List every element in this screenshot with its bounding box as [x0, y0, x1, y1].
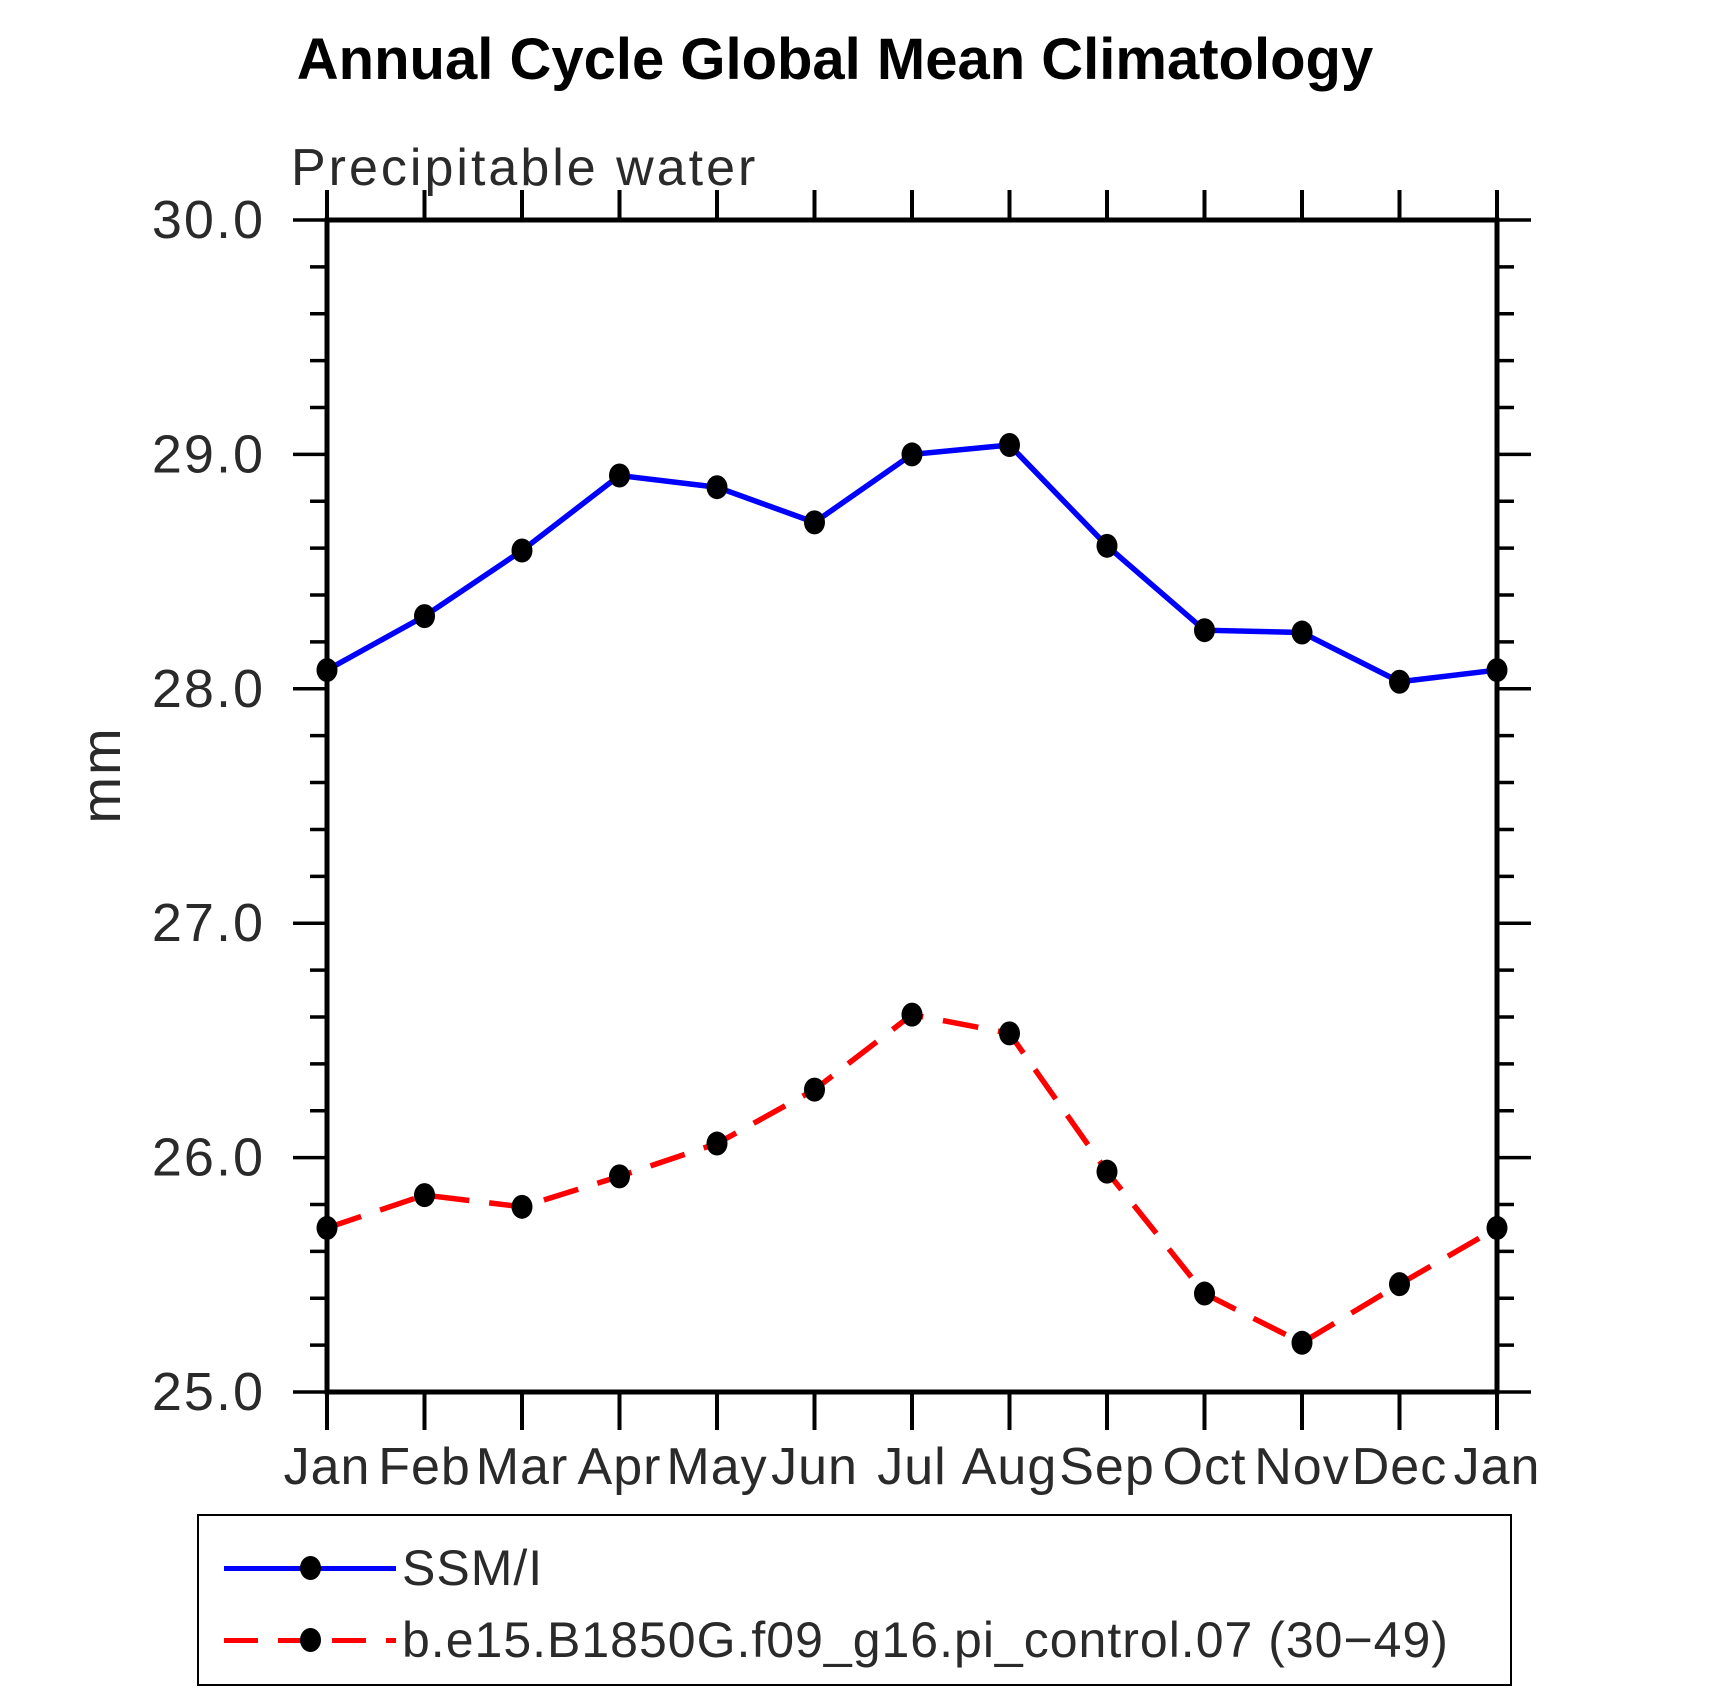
x-tick-label: Apr — [578, 1438, 662, 1496]
data-point-marker — [1389, 1272, 1410, 1297]
data-point-marker — [1486, 1215, 1508, 1240]
data-point-marker — [1389, 669, 1410, 694]
data-point-marker — [1096, 1159, 1118, 1184]
data-point-marker — [804, 510, 825, 535]
x-tick-label: Dec — [1352, 1438, 1447, 1496]
legend-row-model: b.e15.B1850G.f09_g16.pi_control.07 (30−4… — [224, 1610, 1449, 1670]
series-line-1 — [326, 1011, 1499, 1346]
plot-subtitle: Precipitable water — [291, 139, 759, 197]
series-line-0 — [325, 442, 1498, 685]
legend-marker-dot-icon — [300, 1628, 321, 1652]
x-tick-label: Oct — [1163, 1438, 1247, 1496]
data-point-marker — [609, 1164, 630, 1189]
y-tick-label: 25.0 — [152, 1362, 265, 1422]
data-point-marker — [511, 1194, 533, 1219]
data-point-marker — [901, 1002, 923, 1027]
y-tick-label: 30.0 — [152, 190, 265, 250]
x-tick-label: Mar — [476, 1438, 569, 1496]
data-point-marker — [999, 433, 1020, 458]
data-point-marker — [414, 1183, 435, 1208]
data-point-marker — [511, 538, 533, 563]
data-point-marker — [901, 442, 923, 467]
x-tick-label: Sep — [1059, 1438, 1155, 1496]
data-point-marker — [1291, 620, 1313, 645]
data-point-marker — [804, 1077, 825, 1102]
data-point-marker — [1096, 533, 1118, 558]
legend-label-model: b.e15.B1850G.f09_g16.pi_control.07 (30−4… — [402, 1612, 1449, 1668]
legend-label-ssmi: SSM/I — [402, 1540, 544, 1596]
x-tick-label: Jan — [1454, 1438, 1541, 1496]
x-tick-label: Feb — [378, 1438, 471, 1496]
data-point-marker — [316, 1215, 338, 1240]
data-point-marker — [1194, 618, 1215, 643]
x-tick-label: Jul — [877, 1438, 946, 1496]
y-tick-label: 26.0 — [152, 1128, 265, 1188]
data-point-marker — [609, 463, 630, 488]
data-point-marker — [316, 658, 338, 683]
legend-row-ssmi: SSM/I — [224, 1538, 543, 1598]
data-point-marker — [706, 475, 728, 500]
data-point-marker — [999, 1021, 1020, 1046]
legend-sample-model — [224, 1627, 396, 1653]
x-tick-label: May — [666, 1438, 767, 1496]
data-point-marker — [1486, 658, 1508, 683]
data-point-marker — [1194, 1281, 1215, 1306]
y-tick-label: 28.0 — [152, 659, 265, 719]
x-tick-label: Jun — [771, 1438, 858, 1496]
legend-sample-ssmi — [224, 1555, 396, 1581]
data-point-marker — [414, 604, 435, 629]
y-tick-label: 29.0 — [152, 424, 265, 484]
axis-box — [324, 217, 1500, 1395]
legend-marker-dot-icon — [300, 1556, 321, 1580]
data-point-marker — [1291, 1330, 1313, 1355]
x-tick-label: Jan — [284, 1438, 371, 1496]
y-tick-label: 27.0 — [152, 893, 265, 953]
data-point-marker — [706, 1131, 728, 1156]
page-title: Annual Cycle Global Mean Climatology — [296, 27, 1374, 92]
x-tick-label: Nov — [1254, 1438, 1349, 1496]
x-tick-label: Aug — [962, 1438, 1058, 1496]
legend-box: SSM/I b.e15.B1850G.f09_g16.pi_control.07… — [197, 1514, 1512, 1686]
